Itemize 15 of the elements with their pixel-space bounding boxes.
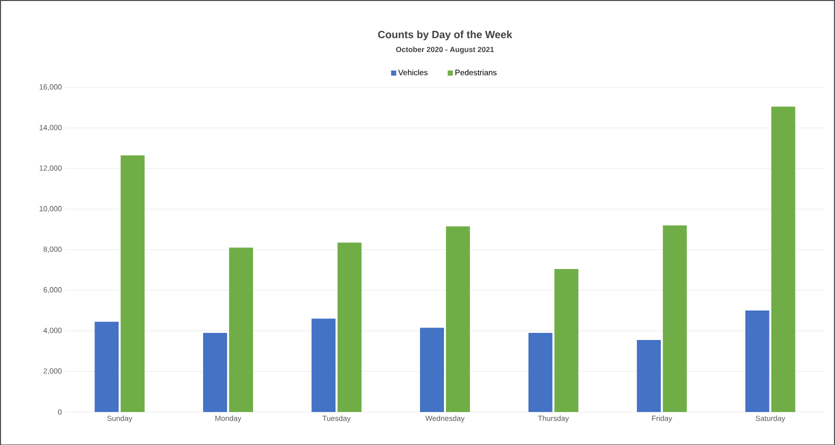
bar <box>120 155 145 412</box>
bar <box>338 242 362 412</box>
bar <box>312 318 336 412</box>
bar <box>203 332 228 412</box>
bar <box>94 321 119 412</box>
bar <box>528 332 552 412</box>
bar <box>636 340 661 412</box>
bar <box>229 247 254 412</box>
bar <box>662 225 687 412</box>
bar <box>446 226 470 412</box>
bar <box>554 268 578 412</box>
bar <box>420 328 444 412</box>
bar <box>771 106 796 412</box>
bar <box>745 310 770 412</box>
chart-title: Counts by Day of the Week <box>378 30 512 40</box>
